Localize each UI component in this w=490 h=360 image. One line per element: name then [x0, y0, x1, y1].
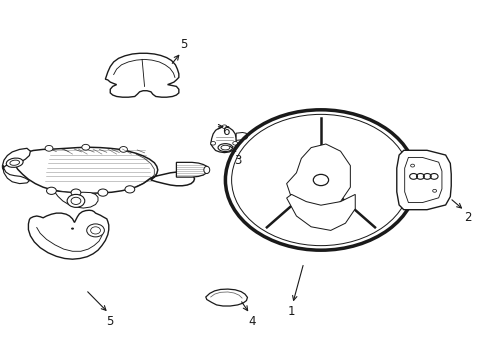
Circle shape [47, 187, 56, 194]
Text: 1: 1 [288, 305, 295, 318]
Ellipse shape [6, 158, 23, 167]
Circle shape [411, 164, 415, 167]
Circle shape [433, 189, 437, 192]
Polygon shape [28, 210, 109, 259]
Text: 2: 2 [464, 211, 472, 224]
Text: 5: 5 [180, 39, 188, 51]
Polygon shape [176, 162, 208, 177]
Text: 5: 5 [106, 315, 114, 328]
Circle shape [222, 125, 227, 129]
Circle shape [211, 141, 216, 145]
Circle shape [98, 189, 108, 196]
Circle shape [87, 224, 104, 237]
Polygon shape [397, 150, 451, 210]
Circle shape [313, 174, 329, 186]
Text: 4: 4 [248, 315, 256, 328]
Polygon shape [206, 289, 247, 306]
Circle shape [71, 189, 81, 196]
Circle shape [71, 228, 74, 230]
Text: 6: 6 [221, 125, 229, 138]
Circle shape [82, 144, 90, 150]
Ellipse shape [204, 166, 210, 174]
Circle shape [67, 194, 85, 207]
Polygon shape [2, 148, 30, 169]
Polygon shape [287, 194, 355, 230]
Polygon shape [405, 157, 442, 203]
Polygon shape [105, 53, 179, 97]
Polygon shape [2, 166, 29, 184]
Circle shape [45, 145, 53, 151]
Polygon shape [54, 191, 98, 208]
Ellipse shape [218, 144, 233, 152]
Circle shape [233, 141, 238, 145]
Circle shape [125, 186, 135, 193]
Circle shape [120, 147, 127, 152]
Polygon shape [211, 127, 236, 153]
Polygon shape [236, 132, 247, 140]
Polygon shape [14, 147, 195, 193]
Text: 3: 3 [234, 154, 242, 167]
Polygon shape [287, 144, 350, 209]
